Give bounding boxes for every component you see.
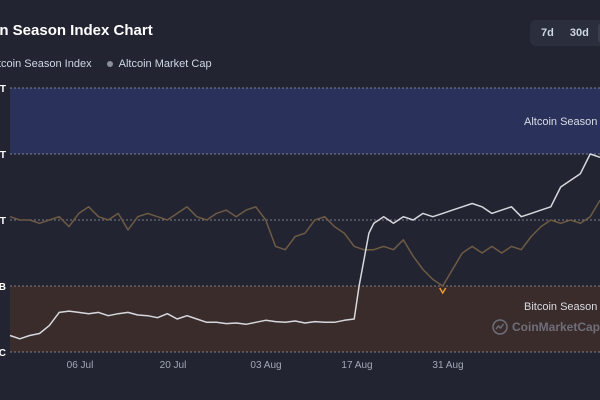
range-selector: 7d 30d 1 bbox=[530, 20, 600, 46]
series-line bbox=[9, 199, 600, 287]
y-tick-label: 0B bbox=[0, 282, 6, 293]
legend-label: Altcoin Market Cap bbox=[118, 58, 212, 70]
x-tick-label: 03 Aug bbox=[250, 360, 281, 371]
x-tick-label: 31 Aug bbox=[432, 360, 463, 371]
page-title: oin Season Index Chart bbox=[0, 22, 153, 39]
bitcoin-season-zone bbox=[10, 286, 600, 352]
y-tick-label: T bbox=[0, 216, 6, 227]
y-tick-label: C bbox=[0, 348, 6, 359]
x-tick-label: 06 Jul bbox=[67, 360, 94, 371]
altcoin-season-label: Altcoin Season bbox=[524, 116, 597, 128]
legend-item-altcoin-market-cap[interactable]: Altcoin Market Cap bbox=[106, 58, 212, 70]
index-min-marker bbox=[439, 287, 447, 295]
coinmarketcap-logo-icon bbox=[492, 319, 508, 335]
range-7d-button[interactable]: 7d bbox=[541, 27, 554, 39]
range-1-button[interactable]: 1 bbox=[597, 23, 600, 43]
x-tick-label: 17 Aug bbox=[341, 360, 372, 371]
watermark: CoinMarketCap bbox=[492, 319, 600, 335]
legend-dot bbox=[106, 61, 113, 67]
legend-item-bitcoin-season[interactable]: tcoin Season Index bbox=[0, 58, 92, 70]
series-line bbox=[9, 153, 600, 340]
watermark-text: CoinMarketCap bbox=[512, 320, 600, 334]
y-tick-label: T bbox=[0, 84, 6, 95]
bitcoin-season-label: Bitcoin Season bbox=[524, 301, 597, 313]
y-tick-label: T bbox=[0, 150, 6, 161]
legend: tcoin Season Index Altcoin Market Cap bbox=[0, 58, 224, 70]
altcoin-season-zone bbox=[10, 88, 600, 154]
legend-label: tcoin Season Index bbox=[0, 58, 92, 70]
range-30d-button[interactable]: 30d bbox=[569, 27, 589, 39]
x-tick-label: 20 Jul bbox=[160, 360, 187, 371]
